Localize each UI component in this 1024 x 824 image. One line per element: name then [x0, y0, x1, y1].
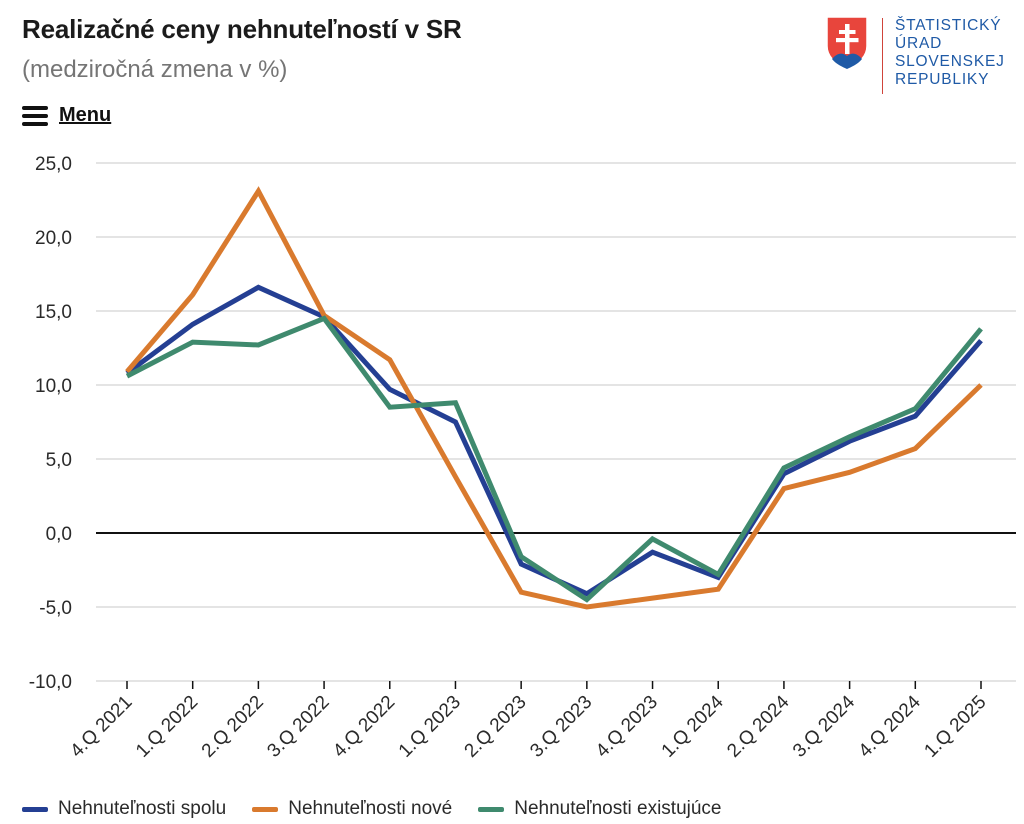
- logo-divider: [882, 18, 883, 94]
- x-tick-label: 3.Q 2023: [526, 692, 596, 762]
- y-tick-label: 10,0: [35, 376, 72, 397]
- y-tick-label: 5,0: [46, 450, 72, 471]
- legend-item-spolu[interactable]: Nehnuteľnosti spolu: [22, 798, 226, 820]
- menu-button[interactable]: Menu: [22, 104, 111, 127]
- coat-of-arms-icon: [826, 16, 868, 70]
- x-tick-label: 4.Q 2022: [329, 692, 399, 762]
- x-tick-label: 1.Q 2025: [920, 692, 990, 762]
- chart-subtitle: (medziročná zmena v %): [22, 56, 288, 83]
- legend-item-existujuce[interactable]: Nehnuteľnosti existujúce: [478, 798, 722, 820]
- x-tick-label: 1.Q 2023: [395, 692, 465, 762]
- x-tick-label: 1.Q 2024: [658, 691, 728, 761]
- legend-swatch-spolu: [22, 806, 48, 812]
- logo-line: SLOVENSKEJ: [895, 53, 1005, 70]
- x-tick-label: 2.Q 2024: [723, 691, 793, 761]
- x-tick-label: 4.Q 2024: [855, 691, 925, 761]
- y-tick-label: -5,0: [39, 598, 72, 619]
- series-line-existujuce: [125, 315, 983, 603]
- y-tick-label: 15,0: [35, 302, 72, 323]
- legend-swatch-nove: [252, 806, 279, 812]
- x-tick-label: 4.Q 2021: [66, 692, 136, 762]
- legend-swatch-existujuce: [478, 806, 505, 812]
- x-tick-label: 4.Q 2023: [592, 692, 662, 762]
- series-line-spolu: [125, 284, 983, 597]
- legend-item-nove[interactable]: Nehnuteľnosti nové: [252, 798, 452, 820]
- y-tick-label: 0,0: [46, 524, 72, 545]
- y-tick-label: 25,0: [35, 154, 72, 175]
- menu-label: Menu: [59, 104, 112, 126]
- logo-text: ŠTATISTICKÝ ÚRAD SLOVENSKEJ REPUBLIKY: [895, 16, 1005, 94]
- line-chart: 25,020,015,010,05,00,0-5,0-10,04.Q 20211…: [29, 154, 1016, 762]
- legend-label-spolu: Nehnuteľnosti spolu: [58, 798, 227, 819]
- hamburger-icon: [22, 105, 48, 126]
- logo-line: ÚRAD: [895, 35, 943, 52]
- legend-label-existujuce: Nehnuteľnosti existujúce: [514, 798, 722, 819]
- x-tick-label: 3.Q 2024: [789, 691, 859, 761]
- series-line-nove: [125, 186, 983, 610]
- chart-title: Realizačné ceny nehnuteľností v SR: [22, 14, 462, 44]
- logo-line: ŠTATISTICKÝ: [895, 17, 1002, 34]
- x-tick-label: 2.Q 2023: [461, 692, 531, 762]
- x-tick-label: 3.Q 2022: [263, 692, 333, 762]
- legend-label-nove: Nehnuteľnosti nové: [288, 798, 453, 819]
- chart-legend: Nehnuteľnosti spolu Nehnuteľnosti nové N…: [22, 798, 748, 820]
- y-tick-label: -10,0: [29, 672, 72, 693]
- statistical-office-logo[interactable]: ŠTATISTICKÝ ÚRAD SLOVENSKEJ REPUBLIKY: [826, 16, 1005, 94]
- logo-line: REPUBLIKY: [895, 71, 990, 88]
- y-tick-label: 20,0: [35, 228, 72, 249]
- x-tick-label: 1.Q 2022: [132, 692, 202, 762]
- x-tick-label: 2.Q 2022: [198, 692, 268, 762]
